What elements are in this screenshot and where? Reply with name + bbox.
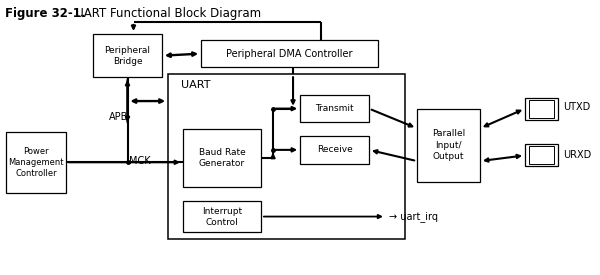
Bar — [525, 144, 558, 166]
Text: UART Functional Block Diagram: UART Functional Block Diagram — [64, 7, 261, 20]
Text: MCK: MCK — [129, 156, 151, 166]
Bar — [6, 132, 66, 192]
Text: APB: APB — [109, 112, 128, 122]
Text: Transmit: Transmit — [315, 104, 354, 113]
Bar — [93, 34, 162, 77]
Text: UART: UART — [181, 80, 211, 90]
Bar — [300, 95, 369, 122]
Bar — [529, 100, 554, 118]
Text: URXD: URXD — [563, 150, 591, 160]
Bar — [183, 201, 261, 232]
Bar — [201, 40, 378, 67]
Text: → uart_irq: → uart_irq — [389, 211, 438, 222]
Text: Interrupt
Control: Interrupt Control — [202, 207, 242, 227]
Bar — [300, 136, 369, 164]
Bar — [529, 146, 554, 164]
Text: UTXD: UTXD — [563, 102, 590, 112]
Text: Receive: Receive — [317, 145, 352, 154]
Text: Peripheral
Bridge: Peripheral Bridge — [104, 46, 151, 66]
Text: Power
Management
Controller: Power Management Controller — [8, 147, 64, 178]
Text: Figure 32-1.: Figure 32-1. — [5, 7, 85, 20]
Text: Peripheral DMA Controller: Peripheral DMA Controller — [226, 49, 353, 59]
Text: Baud Rate
Generator: Baud Rate Generator — [199, 148, 245, 168]
Bar — [183, 129, 261, 187]
Bar — [525, 98, 558, 120]
Bar — [417, 109, 480, 182]
Bar — [168, 74, 405, 239]
Text: Parallel
Input/
Output: Parallel Input/ Output — [432, 130, 465, 161]
